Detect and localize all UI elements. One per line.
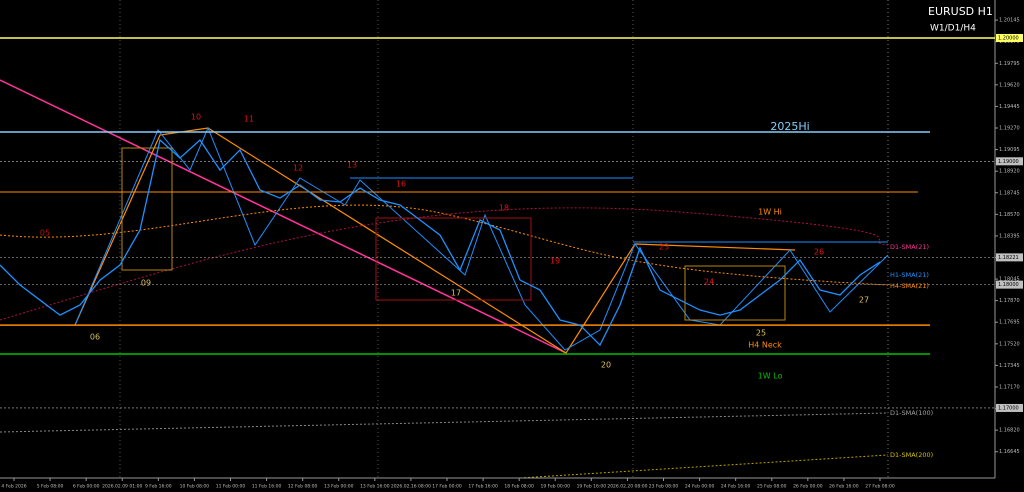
indicator-label: D1-SMA(200) — [890, 451, 933, 459]
sma-d1-200 — [519, 454, 889, 479]
sma-d1-100 — [0, 412, 889, 433]
wave-label: 24 — [704, 278, 714, 287]
price-label-box — [996, 157, 1023, 166]
indicator-label: H4-SMA(21) — [890, 282, 929, 290]
price-label: 1.18000 — [998, 282, 1019, 288]
x-tick-label: 19 Feb 16:00 — [577, 484, 607, 490]
x-tick-label: 5 Feb 08:00 — [37, 484, 64, 490]
y-tick-label: 1.17170 — [999, 384, 1020, 390]
x-tick-label: 12 Feb 08:00 — [288, 484, 318, 490]
x-tick-label: 18 Feb 08:00 — [504, 484, 534, 490]
wave-label: 05 — [40, 229, 50, 238]
y-tick-label: 1.17520 — [999, 341, 1020, 347]
wave-label: 12 — [293, 164, 303, 173]
level-label: H4 Neck — [748, 341, 782, 350]
y-tick-label: 1.19095 — [999, 147, 1020, 153]
x-tick-label: 24 Feb 16:00 — [721, 484, 751, 490]
box — [684, 265, 786, 321]
sma-d1-21 — [0, 207, 889, 321]
price-label-box — [996, 403, 1023, 412]
price-label-box — [996, 253, 1023, 262]
wave-label: 11 — [244, 115, 254, 124]
wave-label: 19 — [550, 257, 560, 266]
trendline — [0, 79, 567, 354]
wave-label: 16 — [396, 180, 406, 189]
wave-label: 25 — [756, 329, 766, 338]
wave-label: 09 — [141, 279, 151, 288]
y-tick-label: 1.20145 — [999, 18, 1020, 24]
y-tick-label: 1.17695 — [999, 320, 1020, 326]
x-tick-label: 10 Feb 08:00 — [180, 484, 210, 490]
wave-label: 13 — [347, 161, 357, 170]
y-tick-label: 1.18570 — [999, 212, 1020, 218]
x-tick-label: 17 Feb 00:00 — [432, 484, 462, 490]
x-tick-label: 25 Feb 08:00 — [757, 484, 787, 490]
level-label: 1W Lo — [758, 372, 783, 381]
chart-subtitle: W1/D1/H4 — [930, 24, 976, 34]
x-tick-label: 26 Feb 00:00 — [793, 484, 823, 490]
y-tick-label: 1.19620 — [999, 82, 1020, 88]
price-label: 1.19000 — [998, 159, 1019, 165]
x-tick-label: 4 Feb 2026 — [1, 484, 26, 490]
x-tick-label: 2026.02.20 08:00 — [607, 484, 647, 490]
wave-label: 06 — [90, 333, 100, 342]
x-tick-label: 13 Feb 00:00 — [324, 484, 354, 490]
x-tick-label: 9 Feb 16:00 — [145, 484, 172, 490]
x-tick-label: 11 Feb 16:00 — [252, 484, 282, 490]
wave-label: 17 — [451, 289, 461, 298]
sma-h4 — [0, 204, 889, 286]
x-tick-label: 13 Feb 16:00 — [360, 484, 390, 490]
y-tick-label: 1.16820 — [999, 428, 1020, 434]
price-label-box — [996, 33, 1023, 42]
y-tick-label: 1.18395 — [999, 233, 1020, 239]
x-tick-label: 17 Feb 16:00 — [468, 484, 498, 490]
wave-label: 23 — [659, 243, 669, 252]
price-label: 1.20000 — [998, 35, 1019, 41]
zigzag-h4 — [74, 127, 796, 354]
y-tick-label: 1.19970 — [999, 39, 1020, 45]
level-label: 1W Hi — [758, 208, 782, 217]
level-label: 2025Hi — [770, 120, 809, 133]
y-tick-label: 1.17870 — [999, 298, 1020, 304]
y-tick-label: 1.18920 — [999, 169, 1020, 175]
y-tick-label: 1.16645 — [999, 449, 1020, 455]
chart-title: EURUSD H1 — [928, 5, 993, 18]
y-tick-label: 1.19270 — [999, 126, 1020, 132]
drawings — [0, 0, 996, 479]
price-label: 1.17000 — [998, 405, 1019, 411]
x-tick-label: 2026.02.16 08:00 — [391, 484, 431, 490]
price-label: 1.18221 — [998, 255, 1019, 261]
x-tick-label: 27 Feb 08:00 — [865, 484, 895, 490]
x-tick-label: 11 Feb 00:00 — [216, 484, 246, 490]
wave-label: 18 — [499, 204, 509, 213]
box — [121, 147, 173, 271]
x-tick-label: 24 Feb 00:00 — [685, 484, 715, 490]
wave-label: 27 — [859, 296, 869, 305]
x-tick-label: 23 Feb 08:00 — [649, 484, 679, 490]
price-label-box — [996, 280, 1023, 289]
x-tick-label: 6 Feb 00:00 — [73, 484, 100, 490]
price-line-series — [0, 138, 881, 347]
y-tick-label: 1.19445 — [999, 104, 1020, 110]
wave-label: 10 — [191, 113, 201, 122]
box — [375, 217, 532, 301]
y-tick-label: 1.18045 — [999, 277, 1020, 283]
y-tick-label: 1.19795 — [999, 61, 1020, 67]
indicator-label: D1-SMA(21) — [890, 243, 929, 251]
wave-label: 20 — [601, 361, 611, 370]
x-tick-label: 19 Feb 00:00 — [540, 484, 570, 490]
x-tick-label: 2026.02.09 01:00 — [102, 484, 142, 490]
indicator-label: D1-SMA(100) — [890, 409, 933, 417]
indicator-label: H1-SMA(21) — [890, 271, 929, 279]
y-tick-label: 1.17345 — [999, 363, 1020, 369]
y-tick-label: 1.18745 — [999, 190, 1020, 196]
x-tick-label: 26 Feb 16:00 — [829, 484, 859, 490]
wave-label: 26 — [814, 248, 824, 257]
